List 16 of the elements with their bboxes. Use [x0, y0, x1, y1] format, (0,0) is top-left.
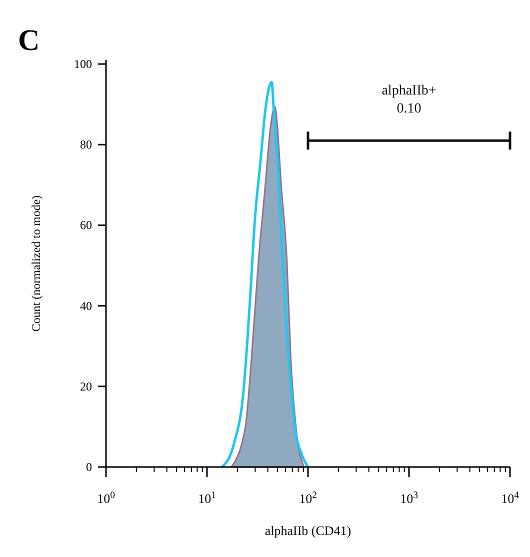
chart-title: C — [18, 24, 40, 57]
annotation: 0.10 — [396, 102, 422, 117]
x-tick-label: 10$^{0}$ — [97, 490, 116, 506]
y-tick-label: 0 — [86, 460, 92, 474]
x-axis-title: alphaIIb (CD41) — [264, 523, 352, 538]
x-tick-label: 10$^{1}$ — [198, 490, 216, 506]
y-axis-title: Count (normalized to mode) — [29, 195, 43, 332]
y-tick-label: 60 — [80, 218, 92, 232]
y-tick-label: 20 — [80, 379, 92, 394]
y-tick-label: 100 — [74, 57, 92, 72]
x-tick-label: 10$^{4}$ — [501, 490, 520, 506]
annotation: alphaIIb+ — [382, 84, 436, 99]
x-tick-label: 10$^{2}$ — [299, 490, 318, 506]
y-tick-label: 80 — [80, 138, 92, 152]
y-tick-label: 40 — [80, 298, 92, 313]
x-tick-label: 10$^{3}$ — [400, 490, 418, 506]
